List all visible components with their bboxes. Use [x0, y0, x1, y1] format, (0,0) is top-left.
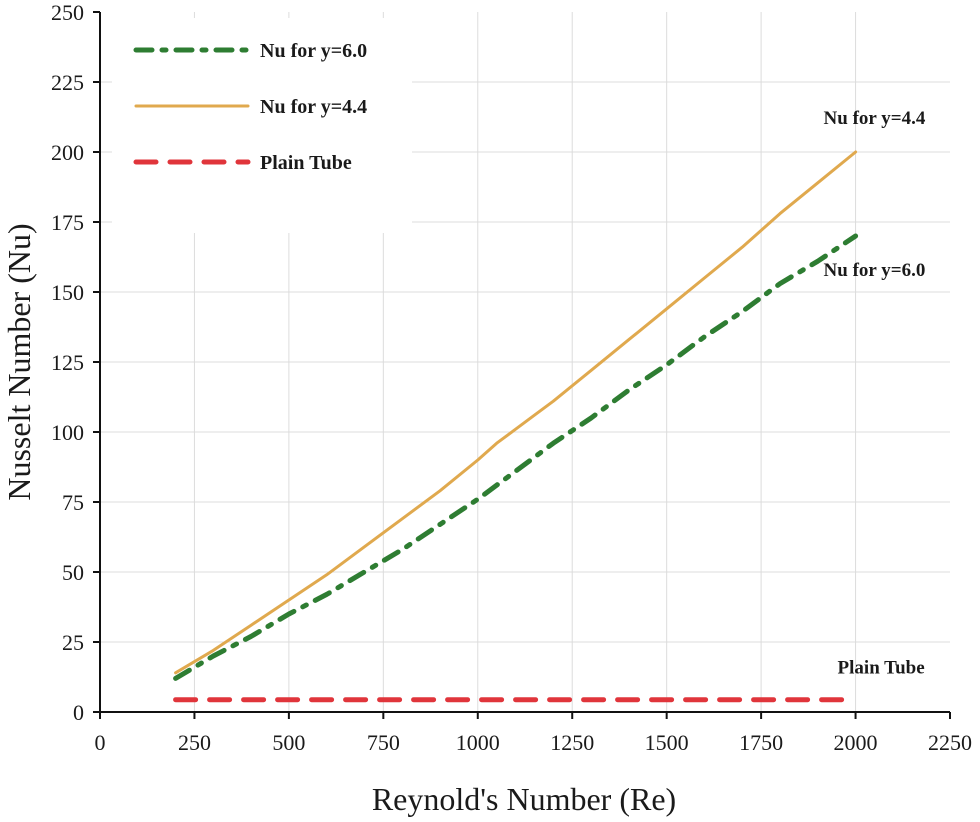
- x-tick-label: 1000: [456, 730, 500, 755]
- tick-labels: 0 250 500 750 1000 1250 1500 1750 2000 2250 0 25 50 7…: [51, 0, 972, 755]
- x-tick-label: 1750: [739, 730, 783, 755]
- legend-label: Plain Tube: [260, 152, 352, 174]
- y-tick-label: 250: [51, 0, 84, 25]
- y-tick-label: 75: [62, 490, 84, 515]
- y-tick-label: 225: [51, 70, 84, 95]
- x-tick-label: 2000: [834, 730, 878, 755]
- x-tick-label: 1500: [645, 730, 689, 755]
- annotation-label: Plain Tube: [838, 658, 925, 679]
- y-tick-label: 50: [62, 560, 84, 585]
- legend-label: Nu for y=6.0: [260, 40, 367, 62]
- x-tick-label: 0: [95, 730, 106, 755]
- x-tick-label: 750: [367, 730, 400, 755]
- annotation-label: Nu for y=4.4: [824, 108, 926, 129]
- x-axis-title: Reynold's Number (Re): [372, 781, 676, 817]
- y-tick-label: 0: [73, 700, 84, 725]
- y-tick-label: 200: [51, 140, 84, 165]
- axes: [93, 11, 951, 719]
- annotations: Nu for y=4.4 Nu for y=6.0 Plain Tube: [824, 108, 926, 679]
- x-tick-label: 250: [178, 730, 211, 755]
- y-tick-label: 100: [51, 420, 84, 445]
- y-tick-label: 150: [51, 280, 84, 305]
- data-series: [173, 150, 859, 703]
- y-tick-label: 25: [62, 630, 84, 655]
- legend-background: [112, 18, 412, 233]
- series-line-nu-for-y-6-0: [173, 233, 859, 681]
- x-tick-label: 1250: [550, 730, 594, 755]
- y-tick-label: 175: [51, 210, 84, 235]
- y-axis-title: Nusselt Number (Nu): [1, 223, 37, 500]
- series-line-nu-for-y-4-4: [174, 150, 858, 675]
- x-tick-label: 2250: [928, 730, 972, 755]
- x-tick-label: 500: [272, 730, 305, 755]
- y-tick-label: 125: [51, 350, 84, 375]
- legend: Nu for y=6.0 Nu for y=4.4 Plain Tube: [112, 18, 412, 233]
- annotation-label: Nu for y=6.0: [824, 260, 926, 281]
- legend-label: Nu for y=4.4: [260, 96, 367, 118]
